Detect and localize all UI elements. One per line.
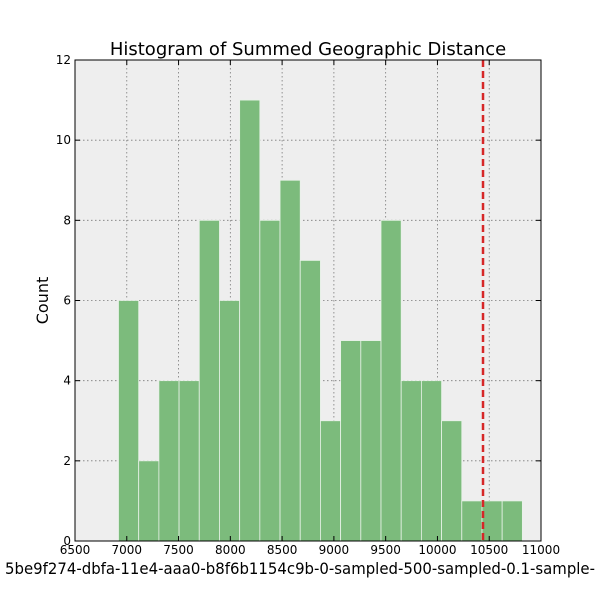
x-tick-label: 8500 [267,543,298,557]
histogram-bar [481,500,503,542]
x-tick-label: 9000 [319,543,350,557]
y-tick-label: 4 [63,374,71,388]
histogram-bar [279,179,301,542]
histogram-bar [501,500,523,542]
x-tick-label: 8000 [215,543,246,557]
x-tick-label: 10500 [470,543,508,557]
y-tick-label: 12 [56,53,71,67]
histogram-bar [420,380,442,542]
axis-ticks: 6500 7000 7500 8000 8500 9000 9500 10000 10500 11… [56,53,560,557]
y-tick-label: 8 [63,213,71,227]
histogram-bar [158,380,180,542]
chart-title: Histogram of Summed Geographic Distance [110,39,506,60]
histogram-bar [360,340,382,542]
histogram-bar [178,380,200,542]
histogram-bar [441,420,463,542]
y-tick-label: 0 [63,534,71,548]
y-axis-label: Count [33,277,52,325]
x-tick-label: 7500 [163,543,194,557]
histogram-bar [380,219,402,542]
histogram-bar [461,500,483,542]
histogram-bar [320,420,342,542]
x-tick-label: 7000 [112,543,143,557]
y-tick-label: 2 [63,454,71,468]
x-tick-label: 11000 [522,543,560,557]
histogram-bar [118,300,140,542]
x-axis-label: 5be9f274-dbfa-11e4-aaa0-b8f6b1154c9b-0-s… [5,559,595,578]
x-tick-label: 6500 [60,543,91,557]
histogram-bar [299,260,321,542]
histogram-bar [219,300,241,542]
histogram-bar [340,340,362,542]
y-tick-label: 10 [56,133,71,147]
histogram-bar [239,99,261,542]
histogram-bars [118,99,523,542]
histogram-bar [198,219,220,542]
y-tick-label: 6 [63,294,71,308]
histogram-bar [138,460,160,542]
histogram-bar [259,219,281,542]
x-tick-label: 9500 [370,543,401,557]
histogram-bar [400,380,422,542]
x-tick-label: 10000 [418,543,456,557]
